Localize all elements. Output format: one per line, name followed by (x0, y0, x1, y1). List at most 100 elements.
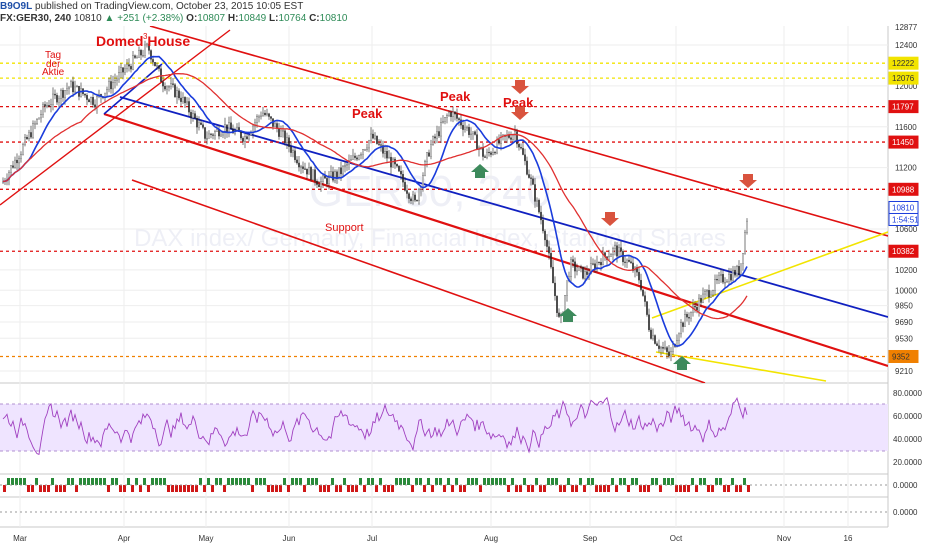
candle-body (244, 136, 246, 142)
candle-body (52, 93, 54, 105)
high-value: 10849 (238, 13, 267, 24)
candle-body (116, 78, 118, 81)
candle-body (518, 143, 520, 148)
candle-body (596, 261, 598, 270)
sell-arrow-icon (511, 80, 529, 94)
hist-bar-down (31, 485, 34, 492)
candle-body (494, 152, 496, 154)
hist-bar-up (219, 478, 222, 485)
candle-body (696, 306, 698, 311)
candle-body (238, 127, 240, 132)
hist-bar-down (543, 485, 546, 492)
candle-body (406, 190, 408, 194)
hist-bar-down (559, 485, 562, 492)
hist-bar-down (647, 485, 650, 492)
candle-body (344, 164, 346, 167)
candle-body (178, 90, 180, 99)
hist-bar-down (527, 485, 530, 492)
candle-body (346, 164, 348, 166)
candle-body (740, 263, 742, 275)
hist-bar-up (403, 478, 406, 485)
indicator-tick-label: 0.0000 (893, 481, 918, 490)
watermark-subtitle: DAX index/ Germany, Financial Index, Sta… (134, 225, 726, 252)
candle-body (138, 50, 140, 58)
hist-bar-up (283, 478, 286, 485)
candle-body (158, 65, 160, 69)
candle-body (50, 104, 52, 107)
candle-body (112, 82, 114, 90)
hist-bar-down (615, 485, 618, 492)
hist-bar-up (691, 478, 694, 485)
hist-bar-down (275, 485, 278, 492)
candle-body (294, 150, 296, 161)
rsi-tick-label: 60.0000 (893, 412, 922, 421)
hist-bar-down (195, 485, 198, 492)
candle-body (140, 50, 142, 56)
candle-body (412, 194, 414, 202)
candle-body (738, 266, 740, 275)
hist-bar-down (355, 485, 358, 492)
hist-bar-up (87, 478, 90, 485)
candle-body (32, 123, 34, 138)
hist-bar-up (731, 478, 734, 485)
candle-body (470, 133, 472, 136)
candle-body (392, 158, 394, 168)
candle-body (454, 111, 456, 115)
candle-body (736, 266, 738, 276)
candle-body (130, 66, 132, 70)
time-tick-label: Aug (484, 534, 498, 543)
hist-bar-up (491, 478, 494, 485)
hist-bar-up (15, 478, 18, 485)
candle-body (228, 122, 230, 133)
candle-body (608, 256, 610, 260)
hist-bar-up (143, 478, 146, 485)
candle-body (498, 139, 500, 144)
hist-bar-down (303, 485, 306, 492)
hist-bar-up (447, 478, 450, 485)
annotation-peak-3: Peak (503, 95, 534, 110)
hist-bar-up (135, 478, 138, 485)
buy-arrow-icon (559, 308, 577, 322)
candle-body (124, 68, 126, 73)
candle-body (612, 248, 614, 255)
candle-body (22, 144, 24, 155)
candle-body (592, 263, 594, 265)
candle-body (36, 119, 38, 124)
hist-bar-down (571, 485, 574, 492)
candle-body (712, 290, 714, 296)
hist-bar-up (103, 478, 106, 485)
candle-body (576, 270, 578, 272)
candle-body (88, 99, 90, 103)
candle-body (642, 289, 644, 296)
candle-body (708, 290, 710, 298)
candle-body (318, 184, 320, 188)
indicator-histogram (3, 478, 750, 492)
up-arrow-icon: ▲ (104, 13, 115, 24)
candle-body (540, 211, 542, 221)
hist-bar-down (627, 485, 630, 492)
candle-body (384, 151, 386, 154)
candle-body (34, 123, 36, 125)
annotation-peak-2: Peak (440, 89, 471, 104)
price-tick-label: 10200 (895, 266, 918, 275)
price-tick-label: 9530 (895, 334, 913, 343)
candle-body (652, 335, 654, 339)
author-name[interactable]: B9O9L (0, 1, 33, 12)
candle-body (432, 136, 434, 145)
hist-bar-down (531, 485, 534, 492)
hist-bar-down (323, 485, 326, 492)
candle-body (194, 113, 196, 119)
candle-body (542, 219, 544, 232)
candle-body (524, 154, 526, 162)
price-tick-label: 10600 (895, 225, 918, 234)
hist-bar-up (243, 478, 246, 485)
candle-body (286, 137, 288, 144)
candle-body (72, 81, 74, 93)
hist-bar-down (279, 485, 282, 492)
candle-body (110, 81, 112, 90)
candle-body (398, 165, 400, 172)
candle-body (256, 116, 258, 123)
candle-body (42, 104, 44, 115)
candle-body (240, 131, 242, 139)
